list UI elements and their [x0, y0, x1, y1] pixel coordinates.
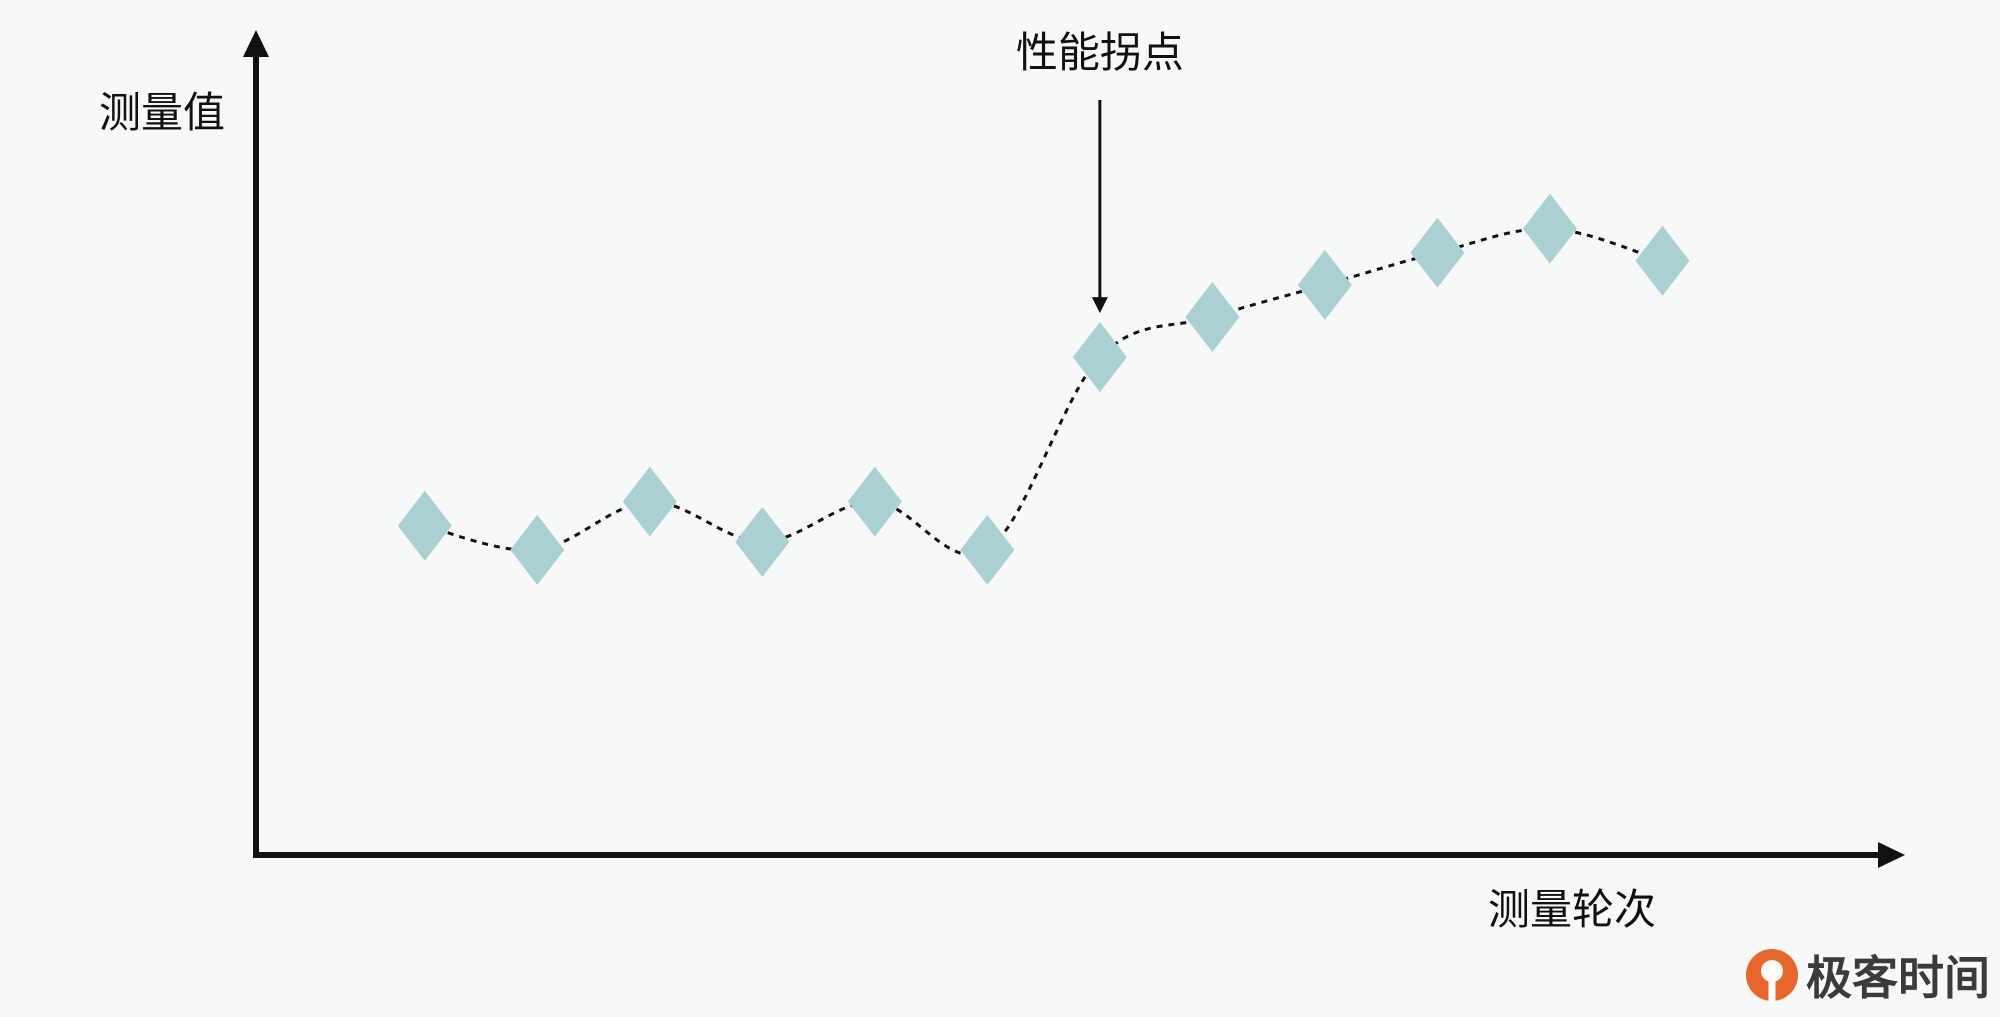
axes [243, 30, 1905, 868]
data-point-5 [847, 466, 902, 537]
data-point-6 [960, 514, 1015, 585]
y-axis-arrowhead [243, 30, 269, 57]
x-axis-arrowhead [1878, 842, 1905, 868]
series-line [424, 227, 1663, 557]
data-point-12 [1635, 225, 1690, 296]
data-point-9 [1297, 249, 1352, 320]
y-axis-label: 测量值 [99, 88, 225, 137]
x-axis-label: 测量轮次 [1488, 885, 1656, 934]
data-point-3 [622, 466, 677, 537]
annotation-layer: 性能拐点 [1016, 28, 1184, 314]
data-point-11 [1522, 193, 1577, 264]
data-point-1 [397, 490, 452, 561]
series-layer [397, 193, 1690, 585]
annotation-label: 性能拐点 [1016, 28, 1184, 77]
logo-icon [1746, 949, 1798, 1008]
data-point-4 [735, 506, 790, 577]
data-point-2 [510, 514, 565, 585]
data-point-10 [1410, 217, 1465, 288]
data-point-8 [1185, 281, 1240, 352]
annotation-arrowhead [1091, 297, 1108, 314]
brand-logo: 极客时间 [1746, 949, 1990, 1008]
data-point-7 [1072, 322, 1127, 393]
logo-text: 极客时间 [1806, 951, 1990, 1005]
